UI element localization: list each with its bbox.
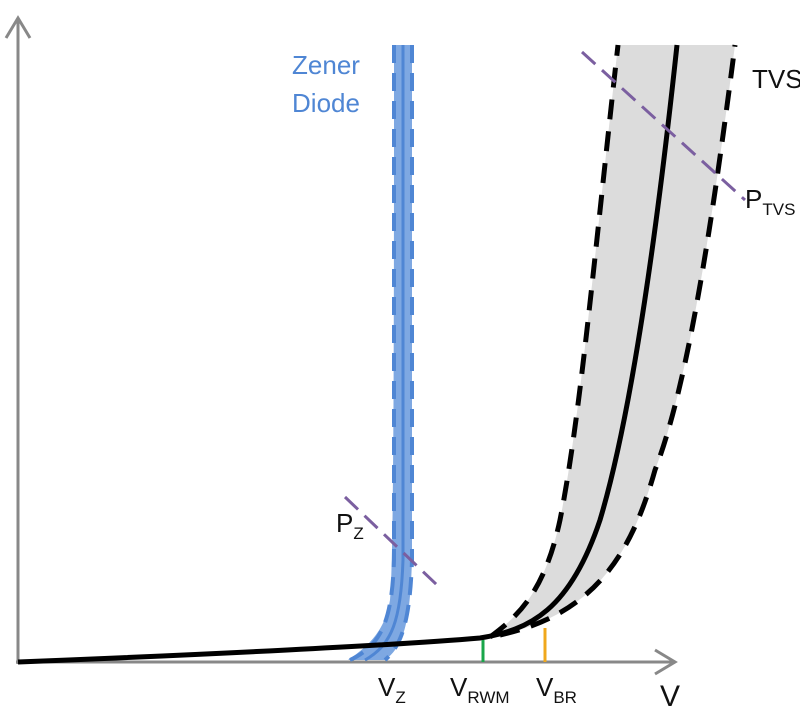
v-sub: RWM bbox=[467, 688, 509, 707]
v-sub: Z bbox=[395, 688, 405, 707]
vbr-label: VBR bbox=[536, 672, 577, 707]
v-main: V bbox=[378, 672, 396, 702]
tvs-dashed bbox=[488, 44, 738, 640]
v-main: V bbox=[536, 672, 554, 702]
axes bbox=[4, 15, 678, 676]
zener-label: Zener bbox=[292, 50, 360, 80]
p-z-label: PZ bbox=[336, 508, 364, 543]
v-sub: BR bbox=[553, 688, 577, 707]
zener-curve bbox=[364, 45, 405, 662]
vz-label: VZ bbox=[378, 672, 406, 707]
tvs-label: TVS bbox=[752, 64, 800, 94]
p-main: P bbox=[745, 184, 762, 214]
x-axis-label: V bbox=[660, 680, 680, 713]
power-lines bbox=[343, 50, 747, 587]
vrwm-label: VRWM bbox=[450, 672, 510, 707]
p-main: P bbox=[336, 508, 353, 538]
p-tvs-label: PTVS bbox=[745, 184, 795, 219]
p-sub: TVS bbox=[762, 200, 795, 219]
iv-curve bbox=[17, 44, 680, 665]
tvs-band bbox=[490, 45, 735, 637]
p-sub: Z bbox=[353, 524, 363, 543]
zener-edges bbox=[349, 45, 414, 662]
v-main: V bbox=[450, 672, 468, 702]
zener-label: Diode bbox=[292, 88, 360, 118]
